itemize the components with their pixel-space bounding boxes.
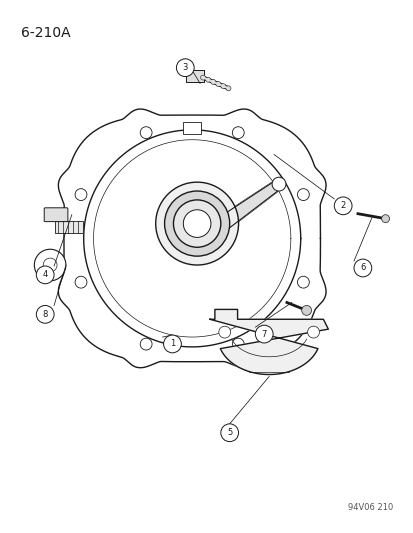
Circle shape	[333, 197, 351, 215]
Circle shape	[255, 325, 273, 343]
Circle shape	[140, 127, 152, 139]
Circle shape	[232, 127, 244, 139]
Circle shape	[176, 59, 194, 77]
Circle shape	[381, 215, 389, 223]
Circle shape	[218, 326, 230, 338]
FancyBboxPatch shape	[186, 70, 204, 82]
Text: 8: 8	[43, 310, 48, 319]
FancyBboxPatch shape	[55, 221, 83, 233]
Circle shape	[36, 266, 54, 284]
Circle shape	[297, 276, 309, 288]
Circle shape	[221, 84, 225, 88]
Text: 5: 5	[226, 428, 232, 437]
Circle shape	[353, 259, 371, 277]
Circle shape	[75, 189, 87, 200]
Circle shape	[183, 210, 211, 237]
Text: 1: 1	[169, 340, 175, 349]
Circle shape	[155, 182, 238, 265]
Text: 2: 2	[340, 201, 345, 211]
Circle shape	[43, 258, 57, 272]
Circle shape	[297, 189, 309, 200]
Circle shape	[301, 305, 311, 316]
Circle shape	[210, 79, 215, 84]
Circle shape	[140, 338, 152, 350]
Circle shape	[200, 75, 205, 80]
Circle shape	[36, 305, 54, 323]
Text: 3: 3	[182, 63, 188, 72]
Circle shape	[215, 82, 220, 86]
Text: 6-210A: 6-210A	[21, 26, 70, 41]
Circle shape	[75, 276, 87, 288]
Circle shape	[34, 249, 66, 281]
Text: 7: 7	[261, 329, 266, 338]
Circle shape	[225, 86, 230, 91]
Polygon shape	[224, 178, 278, 231]
Circle shape	[173, 200, 220, 247]
Circle shape	[307, 326, 319, 338]
Circle shape	[220, 424, 238, 442]
Circle shape	[271, 177, 285, 191]
Circle shape	[163, 335, 181, 353]
FancyBboxPatch shape	[44, 208, 68, 222]
Text: 4: 4	[43, 270, 48, 279]
Text: 94V06 210: 94V06 210	[347, 503, 392, 512]
Circle shape	[205, 77, 210, 82]
Polygon shape	[209, 310, 328, 375]
Circle shape	[164, 191, 229, 256]
Circle shape	[232, 338, 244, 350]
Text: 6: 6	[359, 263, 365, 272]
FancyBboxPatch shape	[183, 122, 201, 134]
